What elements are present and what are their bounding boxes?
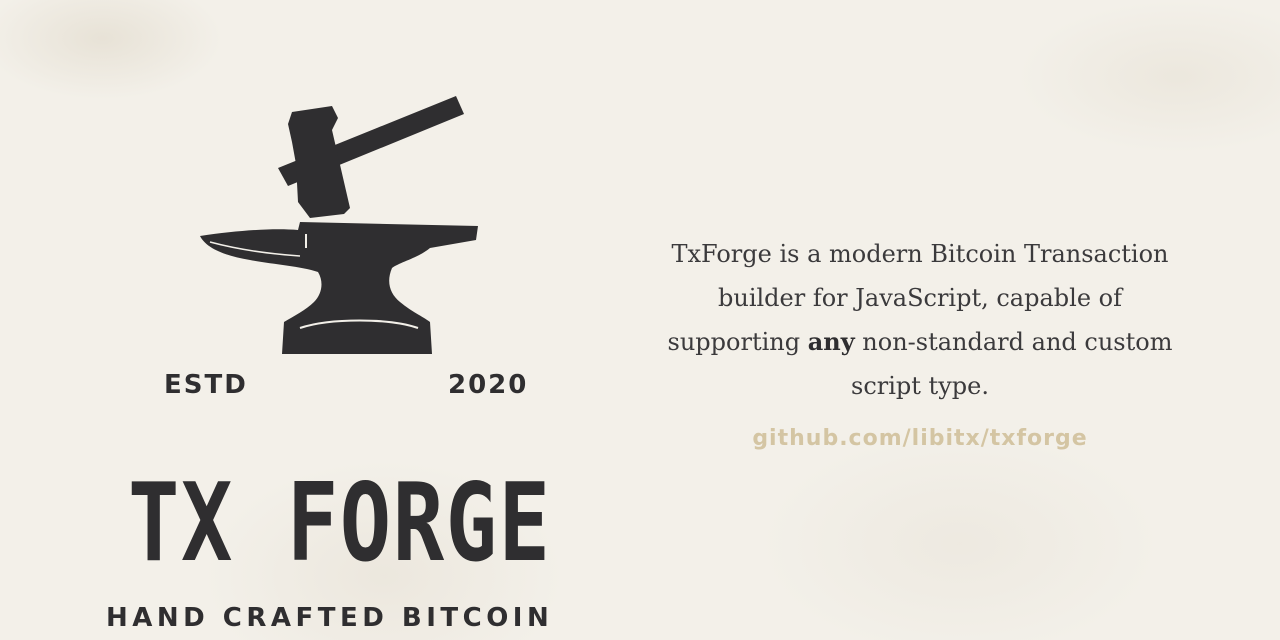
description-text-end: non-standard and custom script type. [851, 328, 1173, 400]
brand-name: TX FORGE [128, 461, 552, 586]
anvil-and-hammer-icon [200, 96, 478, 354]
github-link[interactable]: github.com/libitx/txforge [752, 426, 1088, 451]
logo: ESTD 2020 TX FORGE HAND CRAFTED BITCOIN [100, 90, 590, 633]
brand-tagline: HAND CRAFTED BITCOIN [106, 603, 554, 633]
established-label: ESTD [164, 370, 248, 400]
project-description: TxForge is a modern Bitcoin Transaction … [660, 232, 1180, 408]
description-text: TxForge is a modern Bitcoin Transaction … [667, 240, 1169, 356]
description-emphasis: any [807, 327, 855, 356]
established-year: 2020 [448, 370, 529, 400]
